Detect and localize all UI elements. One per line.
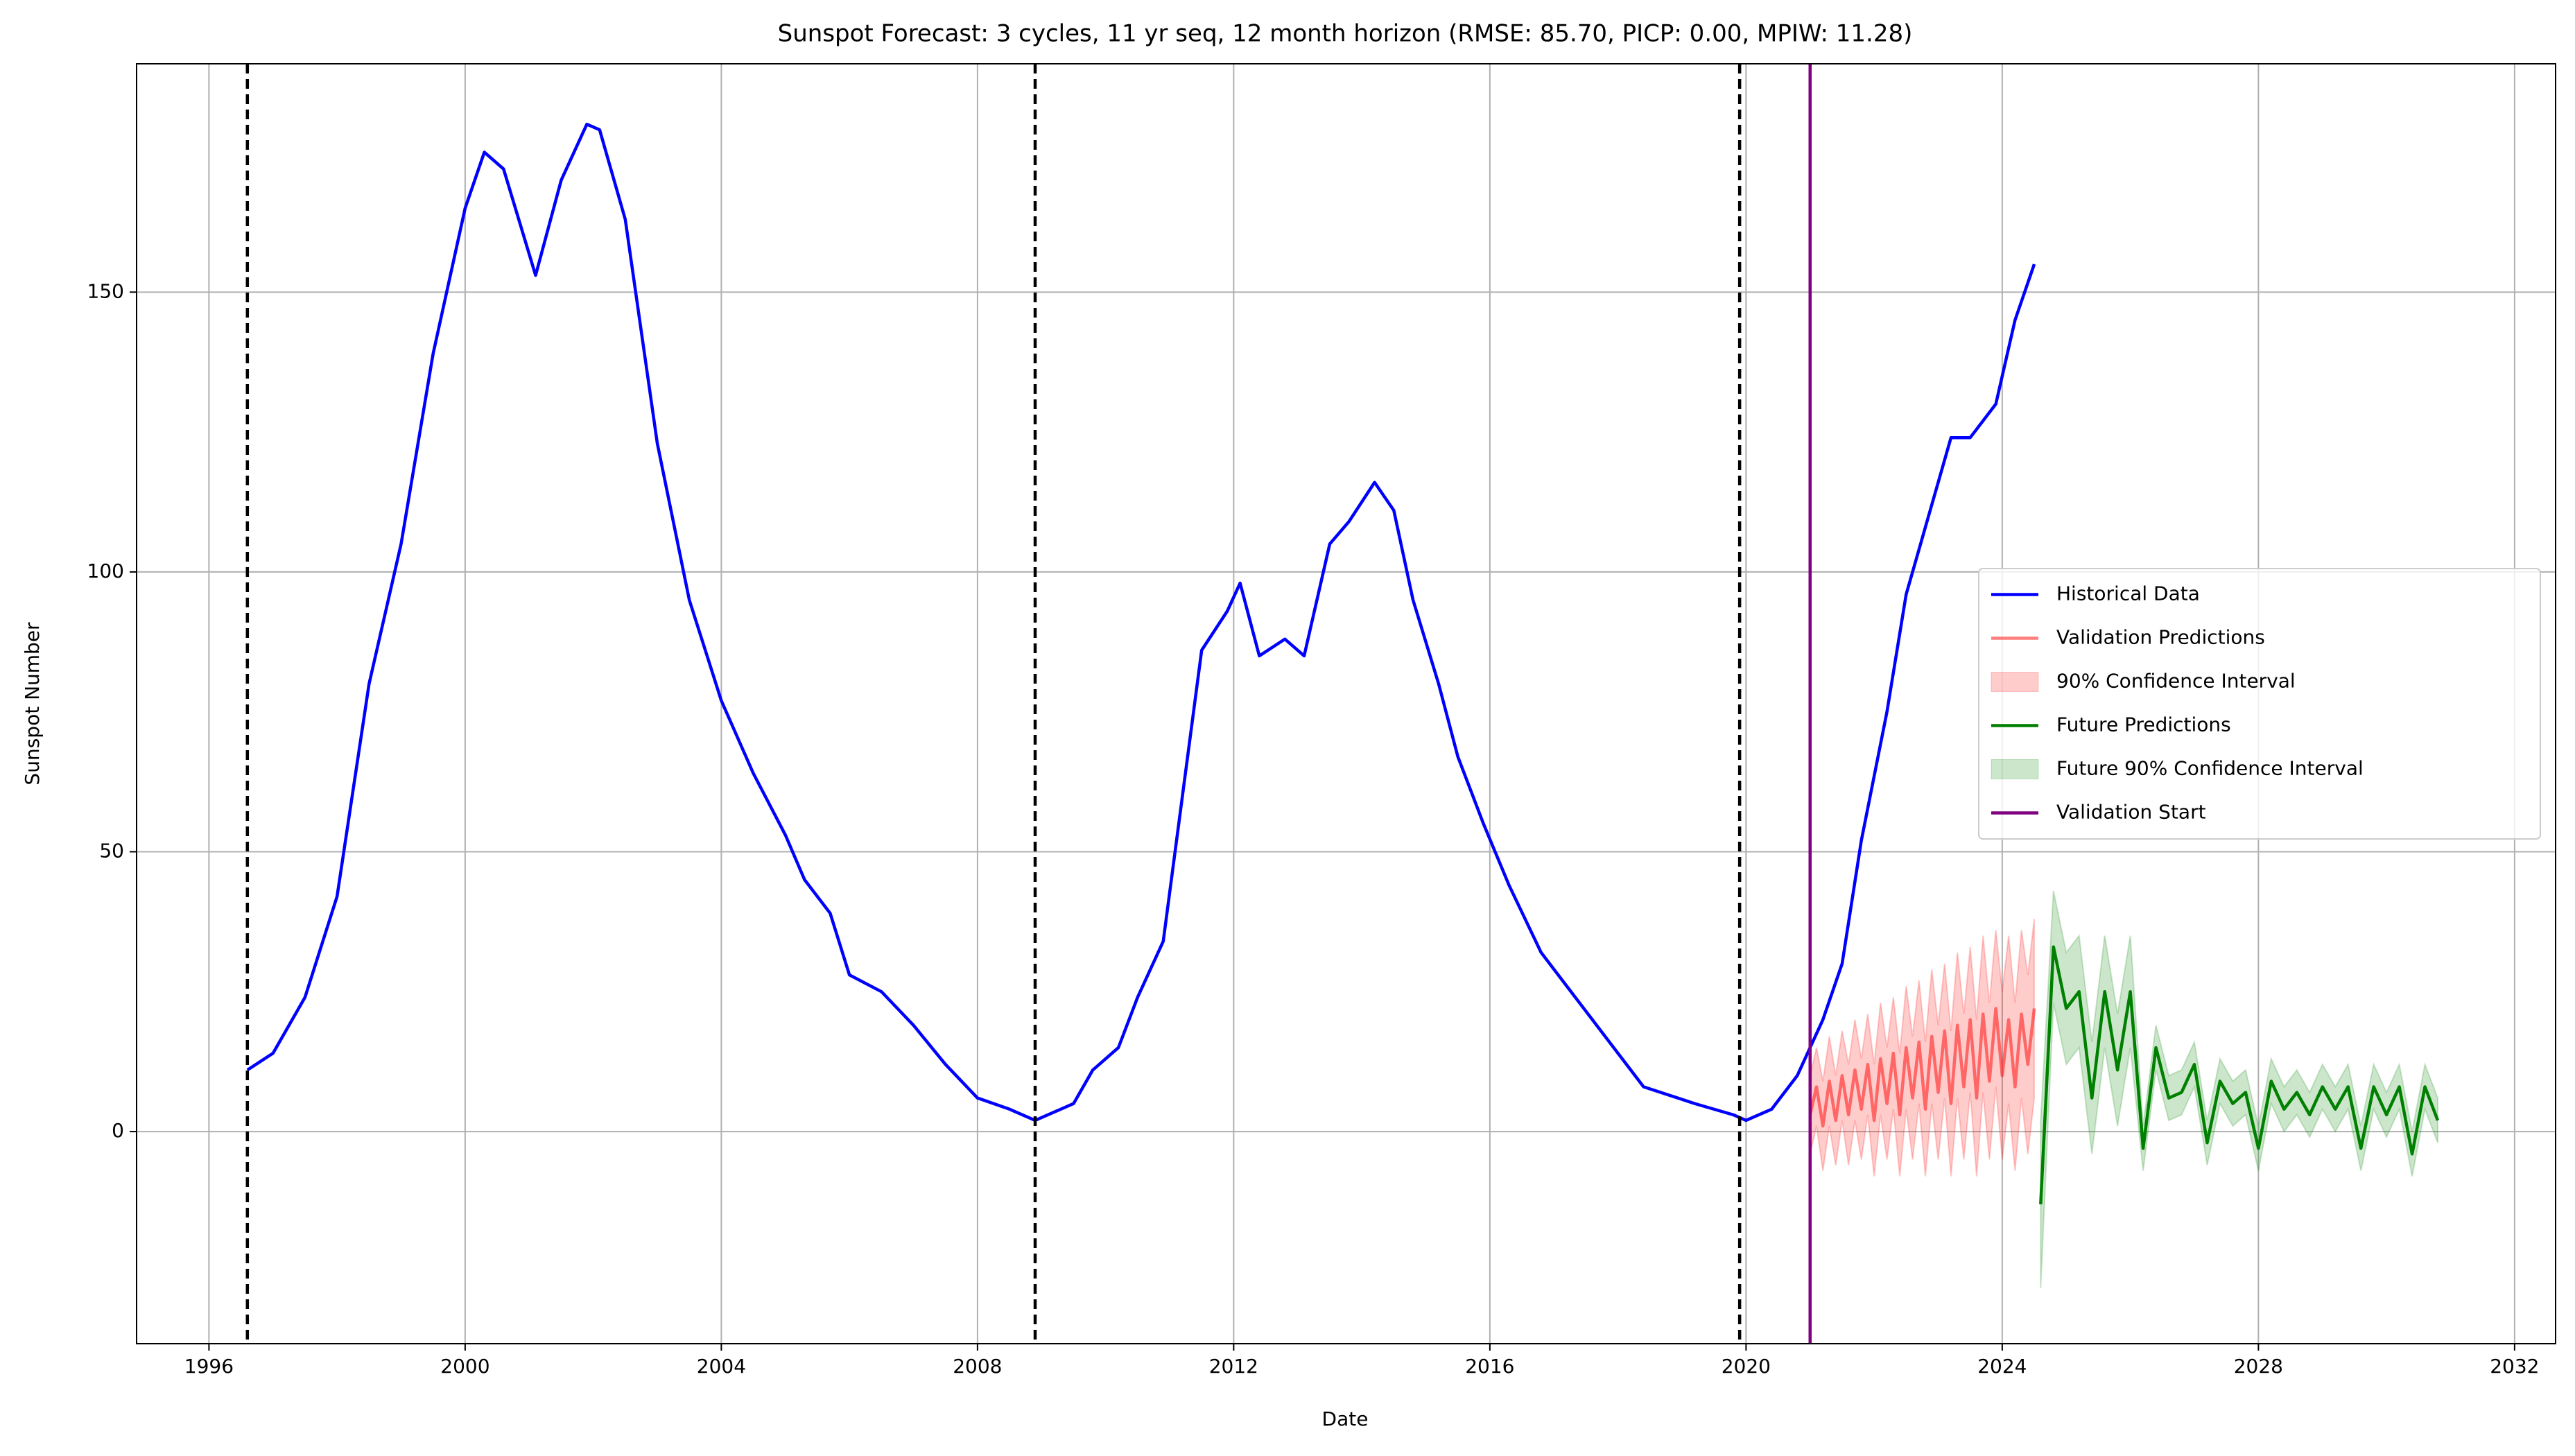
legend-label: 90% Confidence Interval	[2056, 670, 2296, 693]
confidence-band	[1809, 919, 2036, 1177]
y-axis-label: Sunspot Number	[21, 622, 44, 786]
y-tick-label: 0	[112, 1119, 124, 1142]
y-tick-label: 150	[87, 279, 124, 302]
x-tick-label: 2016	[1465, 1355, 1514, 1378]
legend-box	[1978, 568, 2541, 840]
x-tick-label: 2032	[2490, 1355, 2539, 1378]
x-tick-label: 2000	[440, 1355, 489, 1378]
chart-title: Sunspot Forecast: 3 cycles, 11 yr seq, 1…	[778, 20, 1913, 48]
legend-label: Validation Predictions	[2056, 626, 2265, 649]
confidence-band	[2040, 890, 2439, 1289]
x-tick-label: 1996	[184, 1355, 234, 1378]
x-tick-label: 2004	[697, 1355, 746, 1378]
x-tick-label: 2020	[1722, 1355, 1771, 1378]
x-tick-label: 2008	[953, 1355, 1002, 1378]
series-line	[246, 122, 2036, 1123]
legend-label: Validation Start	[2056, 801, 2206, 824]
series-line	[2039, 945, 2440, 1205]
series-line	[1808, 1007, 2036, 1128]
legend-label: Future 90% Confidence Interval	[2056, 757, 2364, 780]
legend-label: Future Predictions	[2056, 713, 2231, 736]
plot-area	[245, 64, 2440, 1344]
y-tick-label: 50	[99, 839, 124, 862]
y-tick-label: 100	[87, 560, 124, 582]
legend-swatch	[1991, 672, 2039, 692]
x-tick-label: 2024	[1977, 1355, 2027, 1378]
x-axis-label: Date	[1322, 1407, 1369, 1430]
legend-swatch	[1991, 759, 2039, 779]
x-tick-label: 2028	[2234, 1355, 2283, 1378]
plot-frame	[136, 63, 2556, 1344]
legend-label: Historical Data	[2056, 582, 2200, 605]
x-tick-label: 2012	[1209, 1355, 1258, 1378]
